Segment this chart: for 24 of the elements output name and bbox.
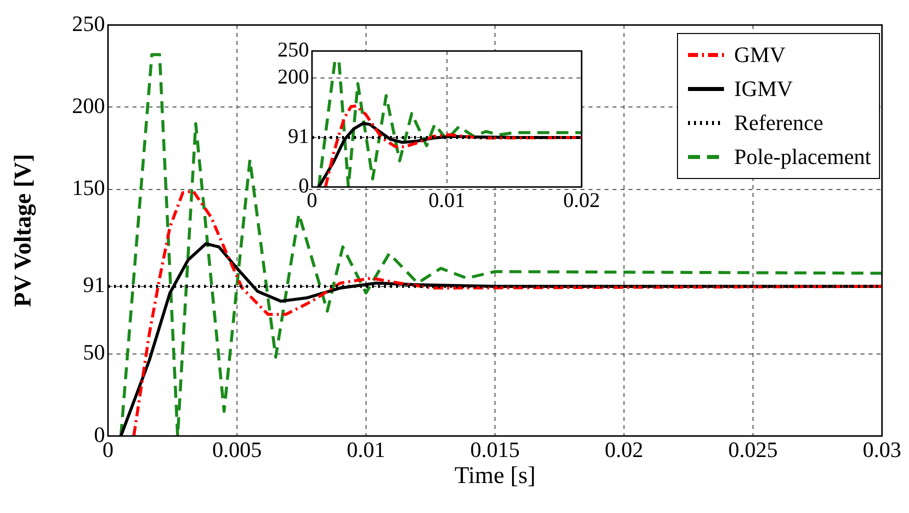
y-tick-label: 200 bbox=[278, 64, 309, 89]
y-tick-label: 200 bbox=[72, 92, 105, 118]
y-tick-label: 250 bbox=[278, 38, 309, 62]
y-tick-label: 91 bbox=[83, 272, 105, 298]
x-tick-label: 0.01 bbox=[346, 436, 386, 462]
y-tick-label: 250 bbox=[72, 10, 105, 36]
y-tick-label: 50 bbox=[83, 340, 105, 365]
legend-label: GMV bbox=[734, 41, 786, 69]
line-series bbox=[317, 59, 582, 187]
x-tick-label: 0.02 bbox=[563, 188, 600, 212]
legend-label: Pole-placement bbox=[734, 143, 871, 171]
x-tick-label: 0.03 bbox=[862, 436, 902, 462]
x-tick-label: 0.025 bbox=[728, 436, 778, 462]
y-axis-title: PV Voltage [V] bbox=[10, 154, 37, 307]
x-tick-label: 0.02 bbox=[604, 436, 644, 462]
x-tick-label: 0.015 bbox=[470, 436, 520, 462]
y-tick-label: 150 bbox=[72, 175, 105, 200]
line-series bbox=[324, 104, 582, 187]
legend-label: Reference bbox=[734, 109, 824, 137]
x-tick-label: 0.01 bbox=[428, 188, 466, 212]
x-tick-label: 0.005 bbox=[212, 436, 262, 462]
x-axis-title: Time [s] bbox=[454, 462, 536, 489]
legend-label: IGMV bbox=[734, 75, 793, 103]
y-tick-label: 91 bbox=[288, 124, 309, 148]
